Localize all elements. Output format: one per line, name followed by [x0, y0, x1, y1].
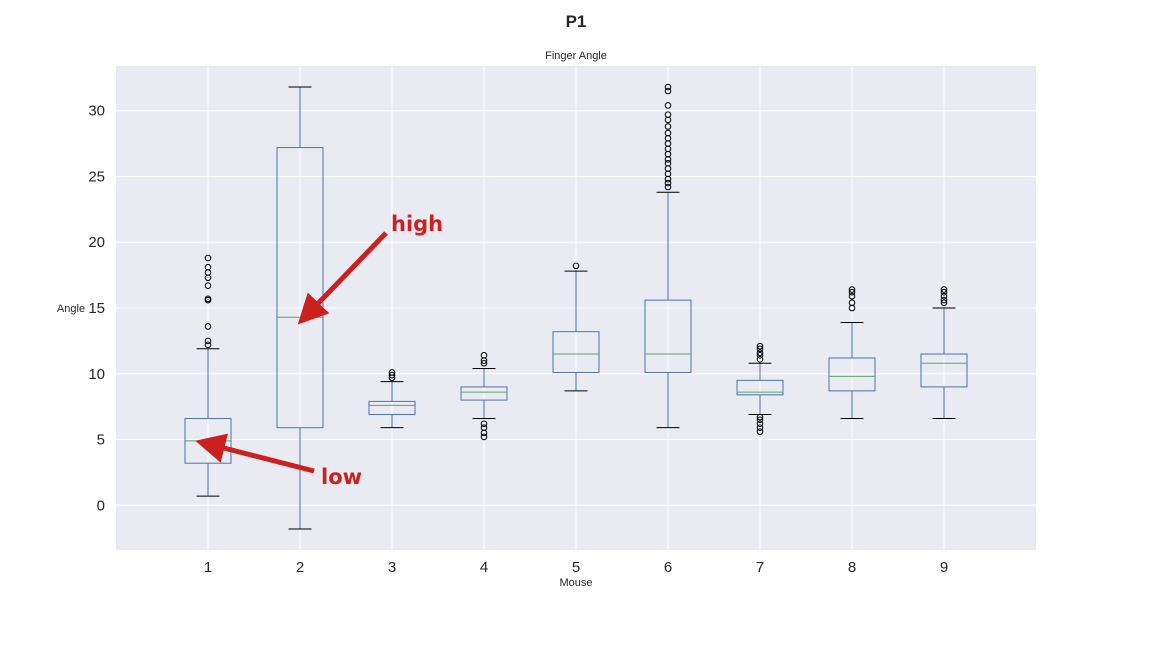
outlier-point [204, 337, 212, 345]
outlier-point [848, 292, 856, 300]
outlier-point [940, 299, 948, 307]
outlier-point [848, 288, 856, 296]
x-tick-label: 6 [664, 559, 672, 576]
x-tick-label: 7 [756, 559, 764, 576]
y-tick-label: 5 [97, 432, 105, 449]
outlier-point [480, 359, 488, 367]
outlier-point [204, 295, 212, 303]
outlier-point [756, 424, 764, 431]
box-5 [552, 262, 600, 392]
x-tick-label: 3 [388, 559, 396, 576]
outlier-point [480, 420, 488, 428]
box-3 [368, 369, 416, 429]
high-annotation-label: high [391, 212, 443, 236]
outlier-point [388, 369, 396, 376]
x-axis-ticks: 1 2 3 4 5 6 7 8 9 [204, 559, 948, 576]
iqr-box [460, 386, 508, 401]
x-tick-label: 9 [940, 559, 948, 576]
annotations: high low [195, 212, 443, 489]
outlier-point [756, 349, 764, 357]
x-tick-label: 1 [204, 559, 212, 576]
box-1 [184, 254, 232, 497]
x-tick-label: 5 [572, 559, 580, 576]
y-axis-ticks: 0 5 10 15 20 25 30 [88, 103, 105, 515]
outlier-point [940, 286, 948, 293]
low-arrow [195, 433, 315, 474]
boxes [184, 83, 968, 530]
box-7 [736, 342, 784, 435]
box-4 [460, 352, 508, 441]
y-tick-label: 30 [88, 103, 105, 120]
outlier-point [756, 355, 764, 363]
outlier-point [756, 352, 764, 359]
iqr-box [920, 353, 968, 388]
outlier-point [848, 299, 856, 307]
outlier-point [756, 342, 764, 350]
iqr-box [276, 147, 324, 429]
outlier-point [480, 433, 488, 441]
x-tick-label: 4 [480, 559, 488, 576]
outlier-point [572, 262, 580, 270]
low-annotation-label: low [321, 465, 362, 489]
x-tick-label: 8 [848, 559, 856, 576]
outlier-point [204, 323, 212, 330]
outlier-point [756, 413, 764, 421]
iqr-box [828, 357, 876, 392]
outlier-point [940, 288, 948, 296]
x-tick-label: 2 [296, 559, 304, 576]
x-axis-label: Mouse [559, 577, 592, 589]
outlier-point [664, 102, 672, 109]
outlier-point [480, 352, 488, 359]
outlier-point [664, 129, 672, 137]
y-tick-label: 10 [88, 366, 105, 383]
outlier-point [664, 179, 672, 187]
outlier-point [204, 282, 212, 289]
high-arrow [297, 231, 388, 325]
outlier-point [940, 292, 948, 300]
outlier-point [388, 371, 396, 379]
outlier-point [756, 420, 764, 428]
box-6 [644, 83, 692, 429]
outlier-point [204, 341, 212, 349]
outlier-point [664, 183, 672, 191]
outlier-point [756, 416, 764, 424]
box-8 [828, 286, 876, 419]
outlier-point [664, 160, 672, 167]
box-9 [920, 286, 968, 419]
outlier-point [204, 254, 212, 262]
outlier-point [940, 296, 948, 304]
outlier-point [756, 345, 764, 353]
iqr-box [368, 400, 416, 416]
y-tick-label: 0 [97, 497, 105, 514]
y-tick-label: 15 [88, 300, 105, 317]
outlier-point [664, 83, 672, 91]
chart-title: Finger Angle [545, 50, 607, 62]
y-tick-label: 20 [88, 234, 105, 251]
iqr-box [552, 331, 600, 373]
iqr-box [644, 299, 692, 373]
outlier-point [848, 286, 856, 293]
outlier-point [664, 87, 672, 95]
outlier-point [664, 123, 672, 130]
outlier-point [480, 424, 488, 431]
y-tick-label: 25 [88, 168, 105, 185]
iqr-box [736, 379, 784, 396]
figure-title: P1 [566, 12, 587, 31]
y-axis-label: Angle [57, 303, 85, 315]
outlier-point [664, 111, 672, 118]
outlier-point [204, 263, 212, 271]
outlier-point [756, 428, 764, 435]
